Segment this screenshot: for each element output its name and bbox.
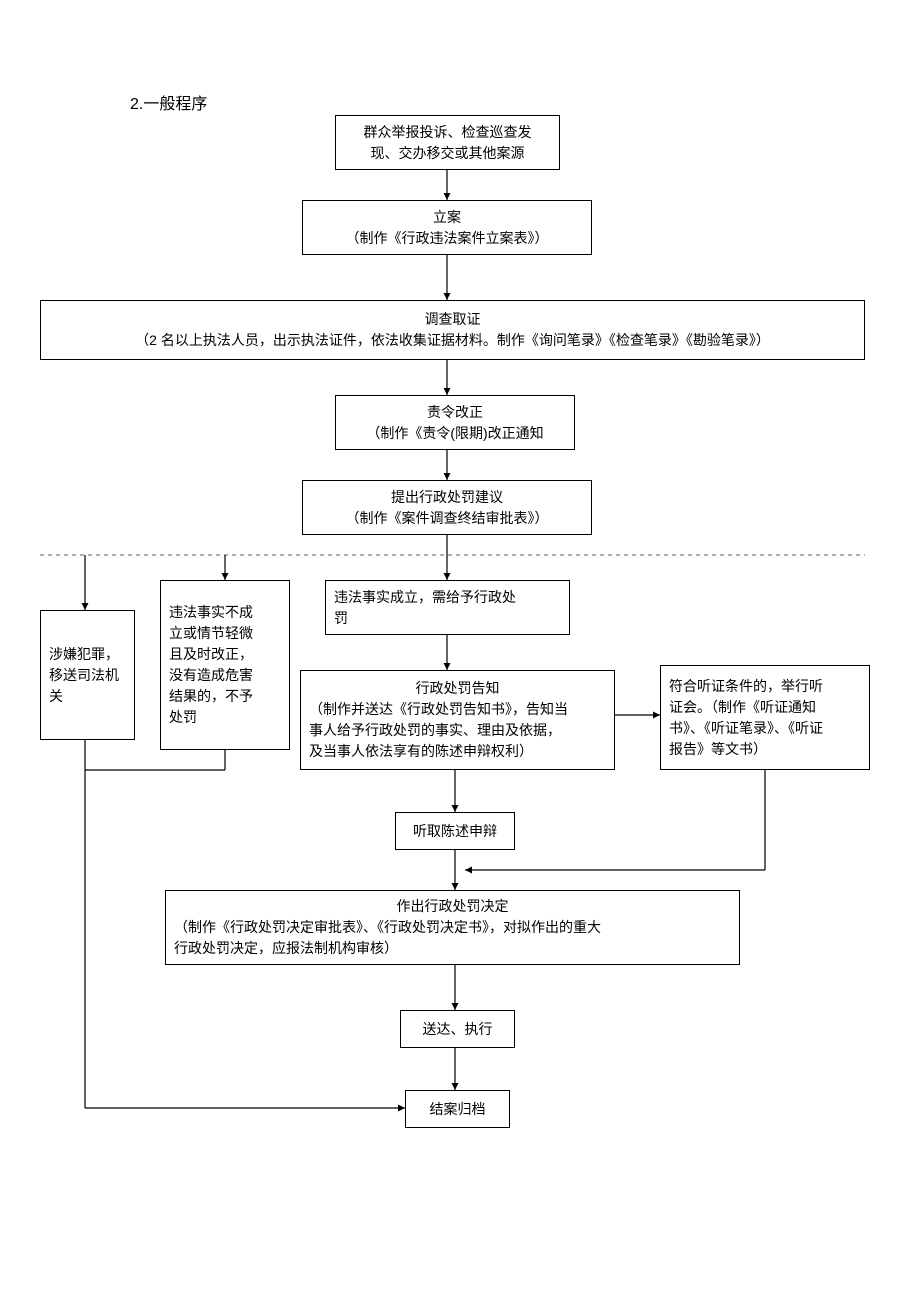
node-source-line-0: 群众举报投诉、检查巡查发 (364, 122, 532, 143)
node-jueding-line-1: （制作《行政处罚决定审批表》、《行政处罚决定书》，对拟作出的重大 (174, 917, 601, 938)
node-diaocha-line-0: 调查取证 (425, 309, 481, 330)
node-crime: 涉嫌犯罪，移送司法机关 (40, 610, 135, 740)
node-tingzheng-line-1: 证会。（制作《听证通知 (669, 697, 816, 718)
node-gaozhi-line-0: 行政处罚告知 (416, 678, 500, 699)
node-buchufa-line-4: 结果的，不予 (169, 686, 253, 707)
node-jianyi-line-1: （制作《案件调查终结审批表》） (346, 508, 549, 529)
node-source-line-1: 现、交办移交或其他案源 (371, 143, 525, 164)
node-gaozhi: 行政处罚告知（制作并送达《行政处罚告知书》，告知当事人给予行政处罚的事实、理由及… (300, 670, 615, 770)
node-crime-line-0: 涉嫌犯罪， (49, 644, 119, 665)
node-jueding-line-2: 行政处罚决定，应报法制机构审核） (174, 938, 398, 959)
node-crime-line-1: 移送司法机 (49, 665, 119, 686)
node-chengli: 违法事实成立，需给予行政处罚 (325, 580, 570, 635)
node-chengli-line-0: 违法事实成立，需给予行政处 (334, 587, 516, 608)
node-jiean-line-0: 结案归档 (430, 1099, 486, 1120)
node-diaocha-line-1: （2 名以上执法人员，出示执法证件，依法收集证据材料。制作《询问笔录》《检查笔录… (135, 330, 770, 351)
node-shenbian: 听取陈述申辩 (395, 812, 515, 850)
node-lian-line-1: （制作《行政违法案件立案表》） (346, 228, 549, 249)
node-buchufa-line-5: 处罚 (169, 707, 197, 728)
flowchart-canvas: 2.一般程序 群众举报投诉、检查巡查发现、交办移交或其他案源立案（制作《行政违法… (0, 0, 920, 1301)
node-jianyi: 提出行政处罚建议（制作《案件调查终结审批表》） (302, 480, 592, 535)
node-crime-line-2: 关 (49, 686, 63, 707)
node-jueding: 作出行政处罚决定（制作《行政处罚决定审批表》、《行政处罚决定书》，对拟作出的重大… (165, 890, 740, 965)
node-lian-line-0: 立案 (433, 207, 461, 228)
node-gaozhi-line-3: 及当事人依法享有的陈述申辩权利） (309, 741, 533, 762)
node-zeling-line-1: （制作《责令(限期)改正通知 (366, 423, 543, 444)
node-gaozhi-line-2: 事人给予行政处罚的事实、理由及依据， (309, 720, 561, 741)
node-zeling: 责令改正（制作《责令(限期)改正通知 (335, 395, 575, 450)
node-tingzheng-line-3: 报告》等文书） (669, 739, 767, 760)
node-chengli-line-1: 罚 (334, 608, 348, 629)
node-tingzheng-line-0: 符合听证条件的，举行听 (669, 676, 823, 697)
node-diaocha: 调查取证（2 名以上执法人员，出示执法证件，依法收集证据材料。制作《询问笔录》《… (40, 300, 865, 360)
node-jiean: 结案归档 (405, 1090, 510, 1128)
node-tingzheng: 符合听证条件的，举行听证会。（制作《听证通知书》、《听证笔录》、《听证报告》等文… (660, 665, 870, 770)
node-buchufa-line-1: 立或情节轻微 (169, 623, 253, 644)
node-songda: 送达、执行 (400, 1010, 515, 1048)
node-buchufa-line-0: 违法事实不成 (169, 602, 253, 623)
node-buchufa: 违法事实不成立或情节轻微且及时改正，没有造成危害结果的，不予处罚 (160, 580, 290, 750)
page-title: 2.一般程序 (130, 90, 207, 114)
node-gaozhi-line-1: （制作并送达《行政处罚告知书》，告知当 (309, 699, 568, 720)
node-buchufa-line-2: 且及时改正， (169, 644, 253, 665)
node-lian: 立案（制作《行政违法案件立案表》） (302, 200, 592, 255)
node-songda-line-0: 送达、执行 (423, 1019, 493, 1040)
node-jueding-line-0: 作出行政处罚决定 (397, 896, 509, 917)
node-source: 群众举报投诉、检查巡查发现、交办移交或其他案源 (335, 115, 560, 170)
node-buchufa-line-3: 没有造成危害 (169, 665, 253, 686)
node-shenbian-line-0: 听取陈述申辩 (413, 821, 497, 842)
node-zeling-line-0: 责令改正 (427, 402, 483, 423)
node-jianyi-line-0: 提出行政处罚建议 (391, 487, 503, 508)
node-tingzheng-line-2: 书》、《听证笔录》、《听证 (669, 718, 823, 739)
